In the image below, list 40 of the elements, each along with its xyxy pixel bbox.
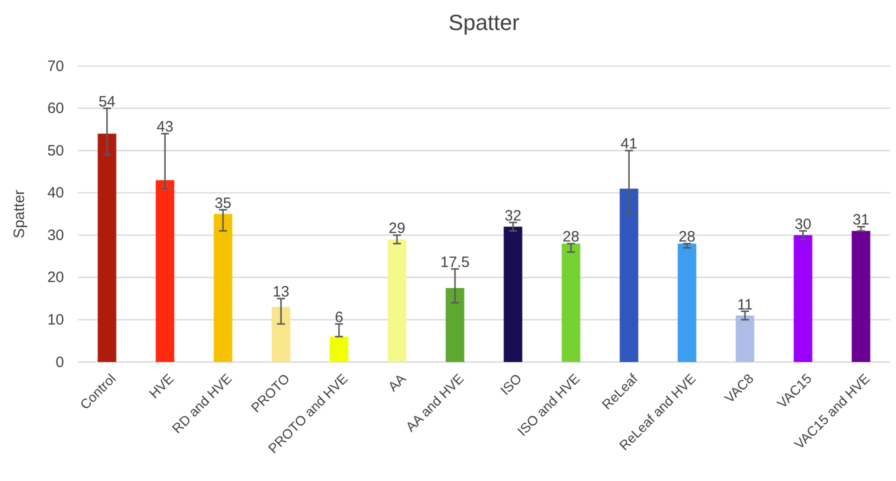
x-tick-label: AA bbox=[385, 370, 409, 394]
y-tick-label: 70 bbox=[47, 58, 64, 75]
y-tick-label: 20 bbox=[47, 269, 64, 286]
bar bbox=[736, 315, 754, 362]
data-label: 6 bbox=[334, 308, 344, 326]
data-label: 30 bbox=[794, 216, 812, 233]
bar bbox=[330, 336, 348, 362]
data-label: 43 bbox=[156, 118, 174, 136]
bar bbox=[852, 230, 870, 362]
bar bbox=[388, 239, 406, 362]
bar bbox=[98, 134, 116, 362]
data-label: 54 bbox=[98, 93, 116, 110]
bar bbox=[794, 235, 812, 362]
y-tick-label: 10 bbox=[47, 312, 64, 329]
bar bbox=[562, 244, 580, 362]
y-axis-title: Spatter bbox=[11, 190, 28, 238]
data-label: 11 bbox=[737, 296, 753, 314]
x-tick-label: ISO bbox=[498, 370, 525, 398]
bar bbox=[620, 188, 638, 362]
data-label: 29 bbox=[388, 220, 406, 238]
bar bbox=[504, 226, 522, 362]
y-tick-label: 50 bbox=[47, 142, 64, 160]
bar bbox=[446, 288, 464, 362]
data-label: 35 bbox=[214, 194, 232, 212]
bar bbox=[272, 307, 290, 362]
data-label: 32 bbox=[504, 207, 522, 224]
y-tick-label: 30 bbox=[47, 226, 64, 244]
bar bbox=[156, 180, 174, 362]
data-label: 41 bbox=[620, 136, 638, 153]
y-tick-label: 60 bbox=[47, 100, 64, 118]
data-label: 28 bbox=[678, 228, 696, 246]
bar bbox=[678, 244, 696, 362]
data-label: 28 bbox=[562, 228, 580, 246]
data-label: 13 bbox=[272, 284, 290, 301]
data-label: 17.5 bbox=[440, 254, 470, 271]
bar bbox=[214, 214, 232, 362]
chart-title: Spatter bbox=[448, 10, 520, 35]
y-tick-label: 40 bbox=[47, 184, 64, 202]
y-tick-label: 0 bbox=[56, 354, 64, 371]
data-label: 31 bbox=[852, 212, 870, 229]
